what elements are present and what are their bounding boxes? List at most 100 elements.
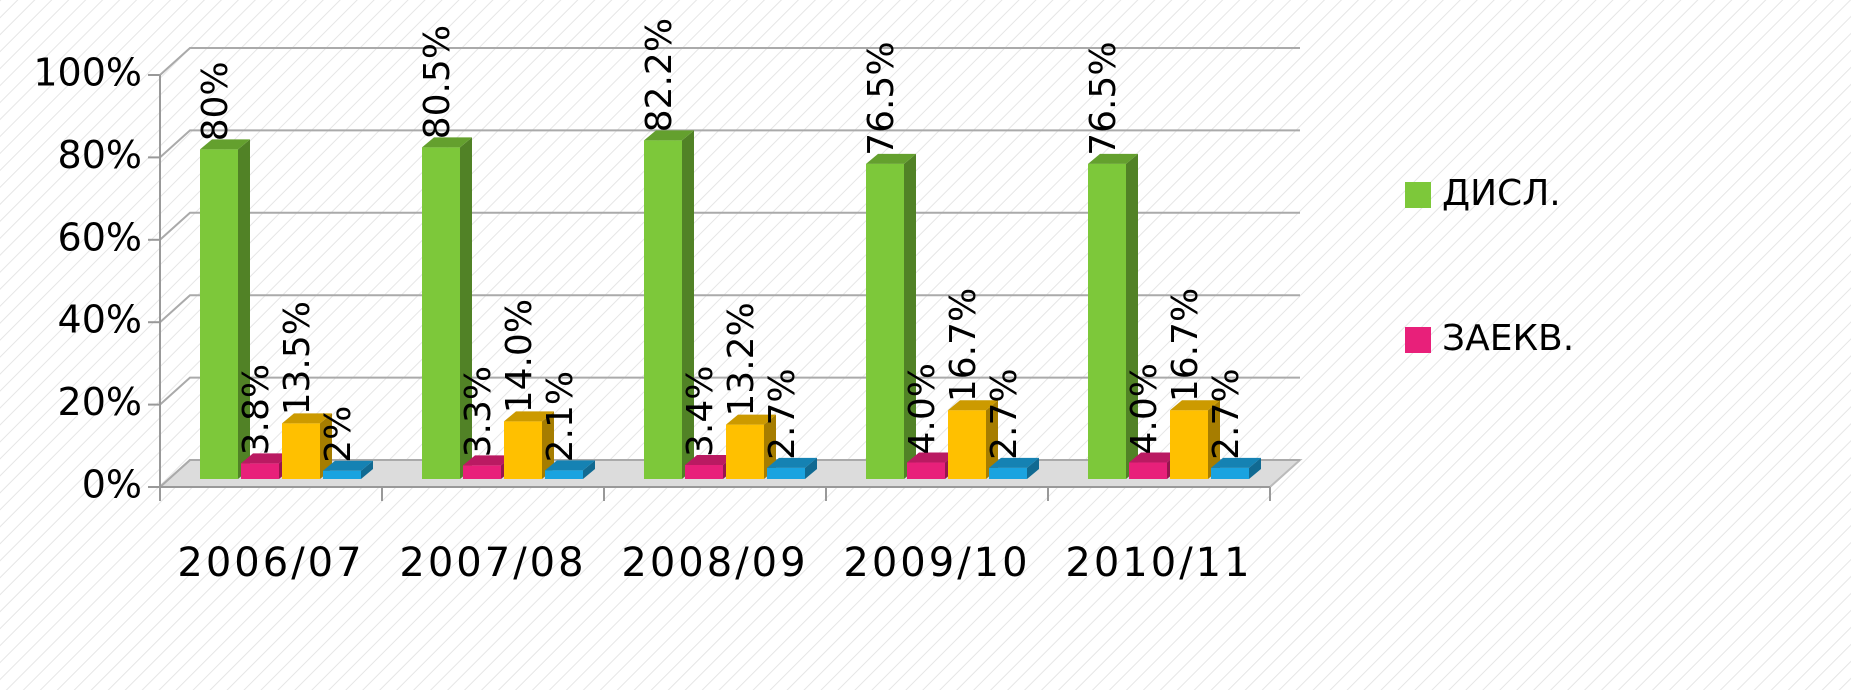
bar-side (1249, 457, 1261, 479)
bar-top (241, 453, 291, 464)
bar-front (726, 424, 764, 479)
bar-side (238, 139, 250, 479)
data-label: 4.0% (902, 363, 943, 454)
bar-front (767, 467, 805, 479)
grid-line (159, 47, 1300, 76)
bar-front (1170, 410, 1208, 479)
bar-front (504, 421, 542, 479)
data-label: 2% (318, 406, 359, 463)
data-label: 3.3% (458, 366, 499, 457)
bar-top (1211, 457, 1261, 468)
bar-front (907, 462, 945, 479)
bar (989, 457, 1039, 479)
data-label: 3.8% (236, 364, 277, 455)
data-label: 2.7% (984, 368, 1025, 459)
data-label: 82.2% (639, 18, 680, 132)
bar (545, 460, 595, 479)
x-tick-label: 2009/10 (843, 540, 1030, 586)
bar-top (463, 455, 513, 466)
bar-front (1129, 462, 1167, 479)
bar-top (200, 139, 250, 150)
legend-swatch (1405, 182, 1431, 208)
bar-front (1211, 467, 1249, 479)
bar-top (726, 414, 776, 425)
data-label: 4.0% (1124, 363, 1165, 454)
bar (422, 137, 472, 479)
bar-front (200, 149, 238, 479)
bar (1088, 153, 1138, 479)
bar-front (282, 423, 320, 479)
bar-top (767, 457, 817, 468)
bar-top (866, 153, 916, 164)
legend-label: ДИСЛ. (1442, 173, 1561, 214)
x-tick-label: 2006/07 (177, 540, 364, 586)
bar-front (989, 467, 1027, 479)
bar (948, 400, 998, 479)
bar-top (323, 460, 373, 471)
bar-front (241, 463, 279, 479)
data-label: 2.7% (1206, 368, 1247, 459)
bar-top (685, 454, 735, 465)
bar (767, 457, 817, 479)
bar-front (685, 464, 723, 479)
data-label: 13.5% (277, 301, 318, 415)
bar (866, 153, 916, 479)
bar-top (644, 130, 694, 141)
data-label: 76.5% (1083, 41, 1124, 155)
data-label: 14.0% (499, 299, 540, 413)
x-tick-label: 2010/11 (1065, 540, 1252, 586)
bar (241, 453, 291, 479)
bar (644, 130, 694, 479)
grid-line (159, 211, 1300, 241)
bar-top (504, 411, 554, 422)
bar-side (1126, 153, 1138, 479)
bar-side (583, 460, 595, 479)
bar-top (948, 400, 998, 411)
bar-side (542, 411, 554, 479)
legend-label: ЗАЕКВ. (1442, 318, 1574, 359)
bar-side (460, 137, 472, 479)
x-tick-label: 2007/08 (399, 540, 586, 586)
data-label: 80.5% (417, 25, 458, 139)
bar-front (422, 147, 460, 479)
data-label: 3.4% (680, 366, 721, 457)
bar-front (644, 140, 682, 479)
data-label: 16.7% (1165, 288, 1206, 402)
y-tick-label: 0% (82, 463, 142, 507)
bar-front (323, 470, 361, 479)
data-label: 2.1% (540, 371, 581, 462)
data-label: 13.2% (721, 302, 762, 416)
bar (504, 411, 554, 479)
bar-top (1129, 452, 1179, 463)
y-tick-label: 60% (58, 215, 142, 259)
x-tick-label: 2008/09 (621, 540, 808, 586)
bar-side (1208, 400, 1220, 479)
bar (1211, 457, 1261, 479)
bar (323, 460, 373, 479)
bar-side (1027, 457, 1039, 479)
bar-side (320, 413, 332, 479)
y-tick-label: 20% (58, 380, 142, 424)
data-label: 76.5% (861, 41, 902, 155)
bar-front (948, 410, 986, 479)
bar-front (1088, 163, 1126, 479)
bar-front (866, 163, 904, 479)
bar (200, 139, 250, 479)
y-tick-label: 40% (58, 298, 142, 342)
bar-top (282, 413, 332, 424)
bar-front (463, 465, 501, 479)
data-label: 2.7% (762, 368, 803, 459)
grid-line (159, 294, 1300, 323)
y-tick-label: 80% (58, 133, 142, 177)
bar-front (545, 470, 583, 479)
bar (1170, 400, 1220, 479)
bar-side (904, 153, 916, 479)
bar-side (361, 460, 373, 479)
bar-top (545, 460, 595, 471)
y-tick-label: 100% (33, 51, 142, 95)
bar-side (805, 457, 817, 479)
bar-top (907, 452, 957, 463)
